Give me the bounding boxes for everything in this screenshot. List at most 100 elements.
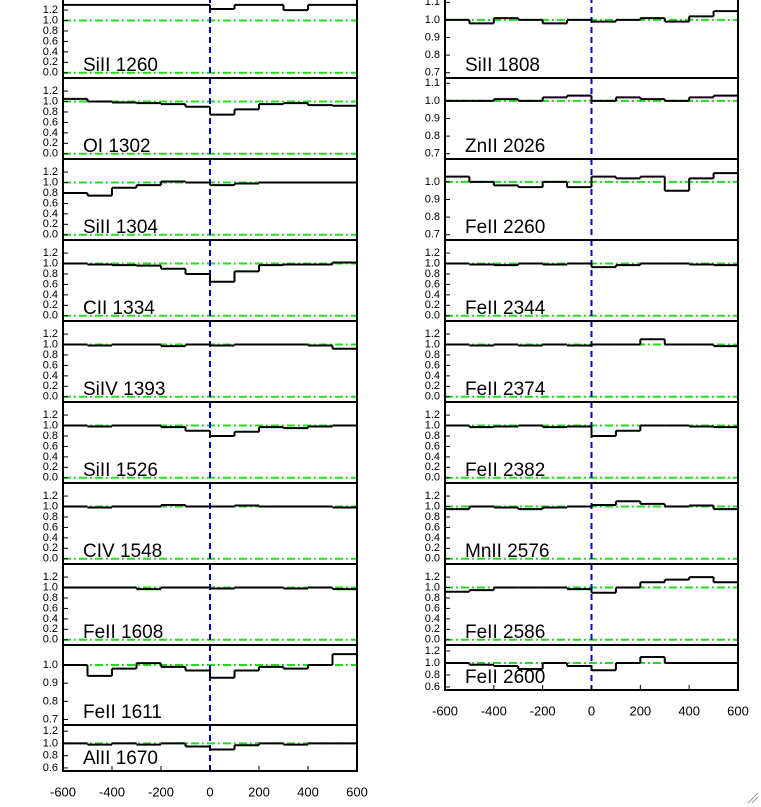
panel <box>63 159 357 240</box>
line-label: FeII 2382 <box>465 460 545 481</box>
panel <box>63 0 357 78</box>
line-label: FeII 2344 <box>465 298 546 319</box>
y-tick-label: 0.8 <box>425 349 440 361</box>
y-tick-label: 1.2 <box>43 247 58 259</box>
y-tick-label: 1.2 <box>425 328 440 340</box>
line-label: FeII 2600 <box>465 667 545 688</box>
y-tick-label: 1.2 <box>425 571 440 583</box>
y-tick-label: 0.6 <box>43 116 58 128</box>
panel <box>445 78 738 159</box>
panel-frame <box>62 724 358 772</box>
y-tick-label: 1.2 <box>425 409 440 421</box>
y-tick-label: 1.2 <box>43 571 58 583</box>
y-tick-label: 0.2 <box>43 542 58 554</box>
panel <box>63 564 357 645</box>
y-tick-label: 0.8 <box>43 268 58 280</box>
panel <box>63 78 357 159</box>
y-tick-label: 0.4 <box>43 46 58 58</box>
line-label: FeII 1608 <box>83 622 163 643</box>
line-label: FeII 1611 <box>83 702 162 723</box>
y-tick-label: 0.7 <box>425 67 440 79</box>
y-tick-label: 1.0 <box>425 14 440 26</box>
y-tick-label: 0.8 <box>425 669 440 681</box>
y-tick-label: 0.9 <box>43 677 58 689</box>
y-tick-label: 0.0 <box>425 472 440 484</box>
y-tick-label: 0.2 <box>425 623 440 635</box>
panel <box>445 159 738 240</box>
panel <box>63 725 357 771</box>
line-label: SiII 1526 <box>83 460 158 481</box>
x-tick-label: 600 <box>727 703 749 718</box>
y-tick-label: 0.8 <box>43 511 58 523</box>
x-tick-label: -400 <box>481 703 507 718</box>
y-tick-label: 1.0 <box>43 176 58 188</box>
y-tick-label: 0.4 <box>43 289 58 301</box>
y-tick-label: 0.0 <box>43 148 58 160</box>
y-tick-label: 0.4 <box>43 127 58 139</box>
panel <box>63 402 357 483</box>
y-tick-label: 1.0 <box>43 737 58 749</box>
y-tick-label: 1.0 <box>425 657 440 669</box>
y-tick-label: 0.0 <box>43 229 58 241</box>
y-tick-label: 1.0 <box>43 257 58 269</box>
y-tick-label: 0.6 <box>425 359 440 371</box>
line-label: SiII 1304 <box>83 217 158 238</box>
y-tick-label: 0.6 <box>43 359 58 371</box>
y-tick-label: 1.0 <box>425 95 440 107</box>
y-tick-label: 1.2 <box>43 328 58 340</box>
x-tick-label: -200 <box>530 703 556 718</box>
y-tick-label: 0.8 <box>425 130 440 142</box>
y-tick-label: 0.4 <box>425 532 440 544</box>
y-tick-label: 0.4 <box>43 532 58 544</box>
y-tick-label: 0.0 <box>43 391 58 403</box>
line-label: SiII 1808 <box>465 55 540 76</box>
line-label: SiIV 1393 <box>83 379 165 400</box>
panel <box>63 483 357 564</box>
y-tick-label: 1.2 <box>425 247 440 259</box>
y-tick-label: 0.6 <box>43 35 58 47</box>
line-label: ZnII 2026 <box>465 136 545 157</box>
x-tick-label: 200 <box>629 703 651 718</box>
y-tick-label: 0.2 <box>43 623 58 635</box>
line-label: FeII 2260 <box>465 217 545 238</box>
y-tick-label: 0.8 <box>425 511 440 523</box>
panel <box>445 564 738 645</box>
y-tick-label: 0.9 <box>425 31 440 43</box>
panel <box>445 0 738 78</box>
line-label: SiII 1260 <box>83 55 158 76</box>
y-tick-label: 0.6 <box>43 197 58 209</box>
y-tick-label: 1.0 <box>425 581 440 593</box>
x-tick-label: -200 <box>148 784 174 799</box>
x-tick-label: 0 <box>206 784 213 799</box>
y-tick-label: 0.2 <box>43 299 58 311</box>
y-tick-label: 1.1 <box>425 0 440 8</box>
y-tick-label: 0.4 <box>43 613 58 625</box>
y-tick-label: 0.0 <box>425 310 440 322</box>
y-tick-label: 0.4 <box>43 451 58 463</box>
y-tick-label: 1.2 <box>43 490 58 502</box>
y-tick-label: 0.2 <box>43 461 58 473</box>
x-tick-label: 200 <box>248 784 270 799</box>
y-tick-label: 1.0 <box>425 419 440 431</box>
y-tick-label: 0.8 <box>425 268 440 280</box>
y-tick-label: 0.2 <box>425 299 440 311</box>
y-tick-label: 1.0 <box>43 500 58 512</box>
y-tick-label: 0.2 <box>43 56 58 68</box>
panel-frame <box>444 644 739 691</box>
y-tick-label: 0.6 <box>43 440 58 452</box>
y-tick-label: 0.6 <box>425 681 440 693</box>
y-tick-label: 0.2 <box>425 380 440 392</box>
y-tick-label: 0.0 <box>43 67 58 79</box>
y-tick-label: 0.8 <box>425 211 440 223</box>
y-tick-label: 0.8 <box>425 592 440 604</box>
y-tick-label: 1.2 <box>425 490 440 502</box>
y-tick-label: 1.0 <box>43 419 58 431</box>
y-tick-label: 0.4 <box>425 370 440 382</box>
x-tick-label: 400 <box>678 703 700 718</box>
line-label: CII 1334 <box>83 298 155 319</box>
y-tick-label: 1.0 <box>43 338 58 350</box>
y-tick-label: 0.0 <box>43 310 58 322</box>
y-tick-label: 0.7 <box>425 148 440 160</box>
y-tick-label: 0.8 <box>43 106 58 118</box>
y-tick-label: 0.4 <box>425 451 440 463</box>
